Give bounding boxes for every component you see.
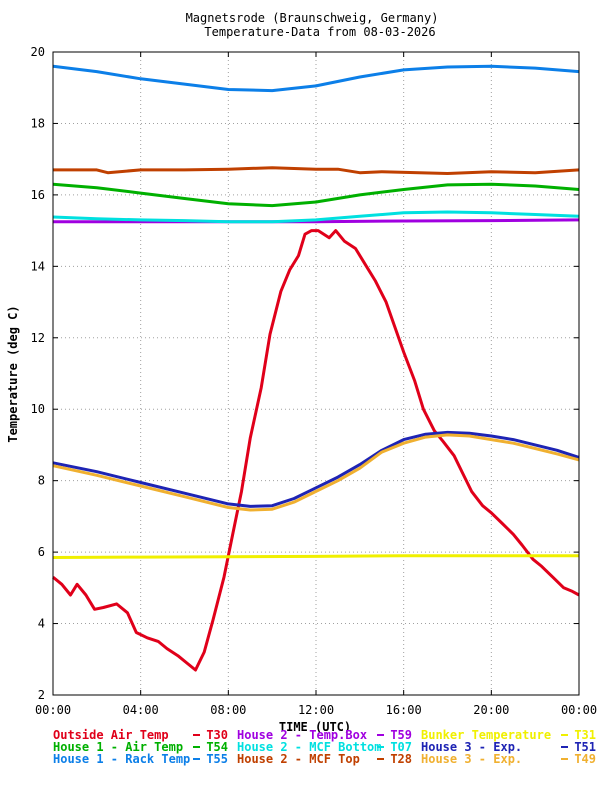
y-tick-label: 6: [38, 545, 45, 559]
y-tick-label: 4: [38, 617, 45, 631]
legend-entry-code: T49: [574, 752, 596, 766]
series-line-t59: [53, 218, 580, 224]
x-tick-label: 08:00: [210, 703, 246, 717]
y-axis-label: Temperature (deg C): [6, 305, 20, 442]
series-line-t07: [52, 210, 580, 224]
x-axis-label: TIME (UTC): [279, 720, 351, 734]
legend-entry-code: T51: [574, 740, 596, 754]
legend-entry-code: T31: [574, 728, 596, 742]
legend-entry-name: House 3 - Exp.: [421, 752, 522, 766]
legend-entry-name: Outside Air Temp: [53, 728, 169, 742]
chart-subtitle: Temperature-Data from 08-03-2026: [204, 25, 435, 39]
legend: Outside Air Temp T30 House 1 - Air Temp T54…: [53, 728, 596, 766]
legend-entry-name: Bunker Temperature: [421, 728, 551, 742]
y-tick-label: 10: [31, 402, 45, 416]
y-axis-ticks: 2 4 6 8 10 12 14 16 18 20: [31, 45, 579, 702]
legend-entry-name: House 2 - Temp.Box: [237, 728, 367, 742]
series-line-t31: [52, 554, 579, 559]
legend-entry-code: T55: [206, 752, 228, 766]
series-line-t55: [52, 64, 580, 93]
grid-lines: [53, 52, 579, 695]
legend-entry-name: House 1 - Air Temp: [53, 740, 183, 754]
x-tick-label: 20:00: [473, 703, 509, 717]
series-line-t30: [52, 229, 580, 672]
x-tick-label: 00:00: [35, 703, 71, 717]
series-line-t54: [52, 182, 580, 208]
legend-entry-code: T28: [390, 752, 412, 766]
series-line-t49: [52, 433, 580, 512]
chart-title: Magnetsrode (Braunschweig, Germany): [186, 11, 439, 25]
x-tick-label: 16:00: [386, 703, 422, 717]
legend-entry-name: House 3 - Exp.: [421, 740, 522, 754]
plot-frame: [52, 51, 580, 696]
legend-entry-code: T54: [206, 740, 228, 754]
legend-entry-code: T07: [390, 740, 412, 754]
legend-entry-name: House 2 - MCF Bottom: [237, 740, 382, 754]
y-tick-label: 8: [38, 474, 45, 488]
y-tick-label: 2: [38, 688, 45, 702]
series-lines: [52, 64, 580, 672]
x-tick-label: 12:00: [298, 703, 334, 717]
y-tick-label: 14: [31, 259, 45, 273]
legend-entry-code: T59: [390, 728, 412, 742]
legend-entry-code: T30: [206, 728, 228, 742]
x-tick-label: 04:00: [123, 703, 159, 717]
y-tick-label: 20: [31, 45, 45, 59]
y-tick-label: 16: [31, 188, 45, 202]
legend-entry-name: House 1 - Rack Temp: [53, 752, 190, 766]
series-line-t28: [53, 166, 580, 175]
series-line-t51: [52, 430, 580, 508]
y-tick-label: 18: [31, 116, 45, 130]
x-tick-label: 00:00: [561, 703, 597, 717]
x-axis-ticks: 00:00 04:00 08:00 12:00 16:00 20:00 00:00: [35, 52, 597, 717]
y-tick-label: 12: [31, 331, 45, 345]
legend-entry-name: House 2 - MCF Top: [237, 752, 360, 766]
